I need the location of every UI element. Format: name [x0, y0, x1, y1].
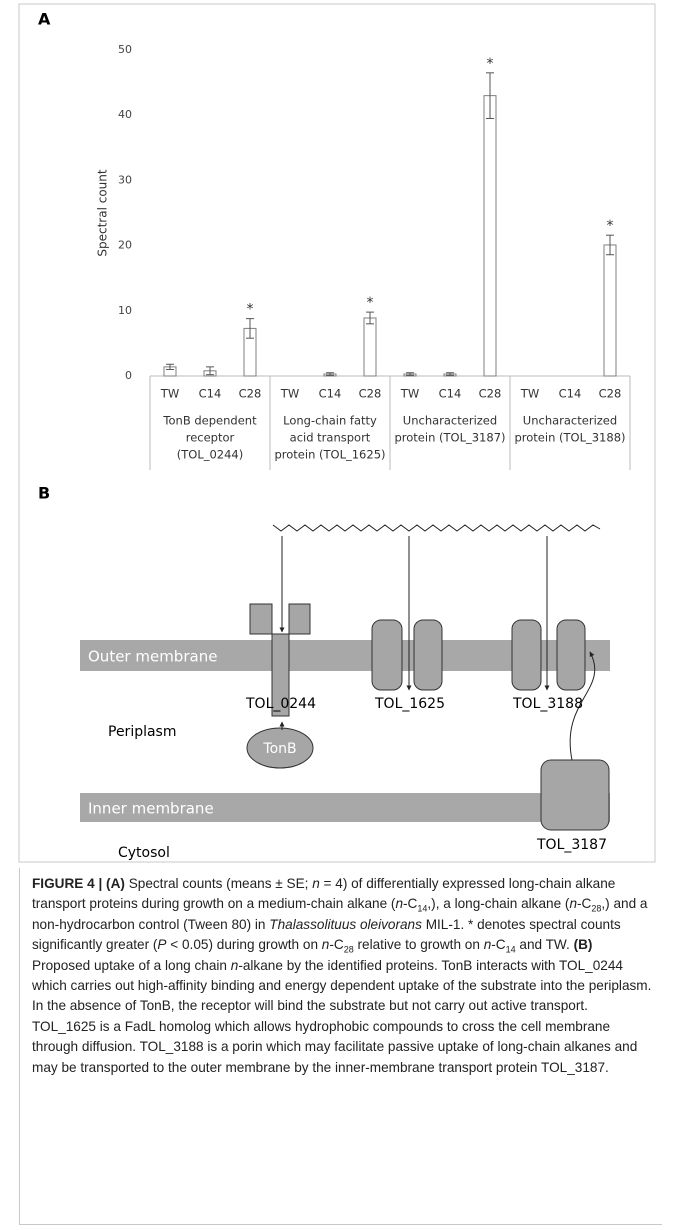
bar [603, 244, 617, 377]
bar [483, 95, 497, 377]
caption-text: -C [491, 937, 506, 953]
tonb [246, 727, 314, 769]
group-label: protein (TOL_1625) [274, 448, 385, 462]
significance-marker: * [367, 295, 374, 311]
x-tick-label: TW [520, 387, 539, 401]
caption-text: -C [403, 896, 418, 912]
significance-marker: * [247, 302, 254, 318]
y-tick-label: 10 [118, 304, 132, 317]
caption-text: < 0.05) during growth on [166, 937, 322, 953]
caption-text: n [395, 896, 404, 912]
group-label: protein (TOL_3188) [514, 431, 625, 445]
receptor [249, 603, 311, 717]
group-label: receptor [186, 431, 235, 445]
caption-text: (B) [573, 937, 593, 953]
x-tick-label: C14 [199, 387, 222, 401]
caption-text: -C [577, 896, 592, 912]
caption-text: ,) and a non-hydrocarbon control (Tween … [32, 896, 648, 932]
receptor-part [249, 603, 273, 635]
caption-text: n [312, 876, 320, 891]
bar [363, 317, 377, 377]
membrane-label: Outer membrane [88, 648, 217, 666]
caption-text: -C [329, 937, 344, 953]
x-tick-label: C28 [479, 387, 502, 401]
caption-text: = 4) of differentially expressed long-ch… [32, 876, 616, 912]
y-tick-label: 40 [118, 108, 132, 121]
caption-text: Proposed uptake of a long chain [32, 957, 231, 973]
receptor-part [271, 633, 290, 717]
x-tick-label: C14 [439, 387, 462, 401]
x-tick-label: C14 [319, 387, 342, 401]
panel-label: B [38, 484, 50, 503]
caption-text: and TW. [515, 937, 574, 953]
membrane-label: Inner membrane [88, 800, 214, 818]
y-tick-label: 0 [125, 369, 132, 382]
group-label: TonB dependent [162, 414, 257, 428]
transporter [540, 759, 610, 831]
group-label: Long-chain fatty [283, 414, 377, 428]
caption-text: relative to growth on [353, 937, 484, 953]
caption-text: ,), a long-chain alkane ( [427, 896, 570, 912]
arrow [569, 651, 596, 761]
porin-part [511, 619, 542, 691]
panel-label: A [38, 10, 51, 29]
x-tick-label: C28 [599, 387, 622, 401]
caption-text: P [157, 937, 167, 953]
porin-part [413, 619, 443, 691]
caption-text: 28 [591, 904, 602, 915]
porin-part [371, 619, 403, 691]
significance-marker: * [607, 218, 614, 234]
caption-text: 14 [505, 944, 516, 955]
diagram: B Outer membrane Inner membrane TonB [38, 484, 610, 861]
tonb-label: TonB [262, 741, 296, 757]
x-tick-label: C14 [559, 387, 582, 401]
y-tick-label: 30 [118, 173, 132, 186]
protein-label: TOL_1625 [374, 696, 445, 712]
arrows [279, 536, 596, 761]
porin-part [556, 619, 586, 691]
group-label: acid transport [290, 431, 371, 445]
porin [246, 619, 610, 831]
x-tick-label: TW [160, 387, 179, 401]
bar-chart: 0 10 20 30 40 50 TonB dependent receptor (TOL_02… [118, 43, 631, 470]
y-axis-label: Spectral count [96, 169, 110, 257]
significance-marker: * [487, 56, 494, 72]
inner-membrane [80, 793, 610, 822]
caption-text: n [483, 937, 492, 953]
x-tick-label: TW [280, 387, 299, 401]
caption-text: n [569, 896, 578, 912]
caption-text: n [230, 957, 239, 973]
region-label: Periplasm [108, 724, 177, 740]
caption-text: -alkane by the identified proteins. TonB… [32, 957, 652, 1075]
group-label: Uncharacterized [403, 414, 497, 428]
region-label: Cytosol [118, 845, 170, 861]
caption-text: FIGURE 4 | (A) [32, 876, 125, 891]
figure: A Spectral count 0 10 20 30 40 50 TonB depende… [18, 3, 656, 863]
caption: FIGURE 4 | (A) Spectral counts (means ± … [19, 868, 662, 1225]
protein-label: TOL_3187 [536, 837, 607, 853]
x-tick-label: C28 [359, 387, 382, 401]
caption-text: MIL-1. * denotes spectral counts signifi… [32, 916, 621, 953]
y-tick-label: 20 [118, 239, 132, 252]
group-label: protein (TOL_3187) [394, 431, 505, 445]
alkane-chain [272, 524, 601, 532]
x-tick-label: C28 [239, 387, 262, 401]
caption-text: 28 [343, 944, 354, 955]
receptor-part [288, 603, 311, 635]
x-tick-label: TW [400, 387, 419, 401]
protein-label: TOL_3188 [512, 696, 583, 712]
figure-frame [18, 3, 656, 863]
group-label: (TOL_0244) [177, 448, 243, 462]
caption-text: Spectral counts (means ± SE; [124, 876, 313, 891]
caption-text: 14 [417, 904, 428, 915]
y-tick-label: 50 [118, 43, 132, 56]
caption-text: Thalassolituus oleivorans [269, 916, 422, 932]
protein-label: TOL_0244 [245, 696, 316, 712]
caption-text: n [321, 937, 330, 953]
group-label: Uncharacterized [523, 414, 617, 428]
